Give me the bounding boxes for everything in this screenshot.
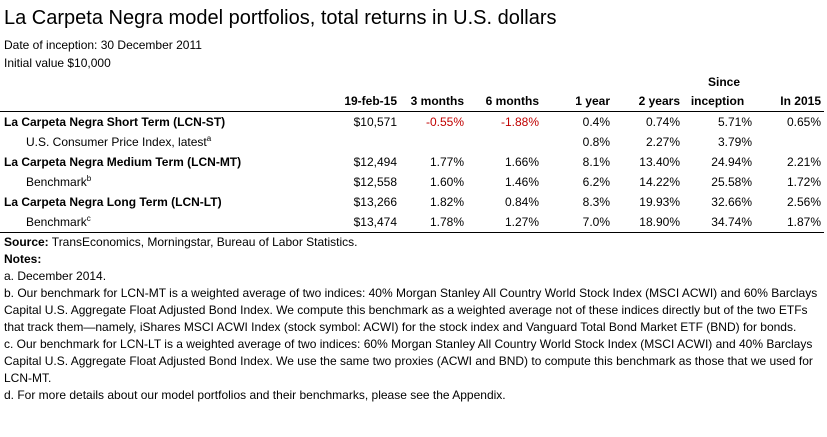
column-header: In 2015	[755, 91, 824, 112]
table-cell: 8.1%	[582, 155, 610, 169]
notes-heading: Notes:	[4, 251, 822, 268]
table-cell	[400, 132, 467, 152]
table-cell: $12,558	[353, 175, 397, 189]
table-cell: 13.40%	[639, 155, 680, 169]
table-cell: -1.88%	[500, 115, 539, 129]
notes-section: Source: TransEconomics, Morningstar, Bur…	[4, 234, 822, 404]
table-row: La Carpeta Negra Medium Term (LCN-MT) $12…	[0, 152, 824, 172]
table-cell: 1.78%	[400, 212, 467, 233]
footnote-marker: a	[206, 134, 212, 143]
table-cell: 0.4%	[582, 115, 610, 129]
row-name: Benchmark	[26, 175, 87, 189]
table-cell	[467, 132, 542, 152]
source-line: Source: TransEconomics, Morningstar, Bur…	[4, 234, 822, 251]
row-name: La Carpeta Negra Short Term (LCN-ST)	[4, 115, 226, 129]
row-label: La Carpeta Negra Medium Term (LCN-MT)	[0, 152, 284, 172]
footnote-marker: b	[86, 174, 92, 183]
row-label: Benchmarkb	[0, 172, 284, 192]
table-cell	[284, 132, 400, 152]
returns-table: 19-feb-15 3 months 6 months 1 year 2 yea…	[0, 91, 824, 233]
column-header: 1 year	[542, 91, 613, 112]
table-cell: 34.74%	[683, 212, 755, 233]
table-cell: 1.27%	[467, 212, 542, 233]
note-a: a. December 2014.	[4, 269, 107, 283]
row-name: U.S. Consumer Price Index, latest	[26, 135, 207, 149]
table-cell: 8.3%	[582, 195, 610, 209]
column-header: 3 months	[400, 91, 467, 112]
table-cell: 32.66%	[711, 195, 752, 209]
table-row: U.S. Consumer Price Index, latesta 0.8% 2.…	[0, 132, 824, 152]
table-cell: 24.94%	[711, 155, 752, 169]
table-cell: 0.65%	[786, 115, 821, 129]
table-row: Benchmarkb $12,558 1.60% 1.46% 6.2% 14.22% 25.…	[0, 172, 824, 192]
table-cell: 0.74%	[645, 115, 680, 129]
since-header-top: Since	[707, 75, 740, 89]
table-cell: 7.0%	[542, 212, 613, 233]
table-cell: 2.56%	[786, 195, 821, 209]
table-cell: 1.60%	[429, 175, 464, 189]
note-b: b. Our benchmark for LCN-MT is a weighte…	[4, 286, 818, 334]
table-cell: 1.77%	[429, 155, 464, 169]
table-cell: 18.90%	[613, 212, 683, 233]
row-name: Benchmark	[26, 215, 87, 229]
column-header: inception	[683, 91, 755, 112]
table-cell: 1.87%	[755, 212, 824, 233]
table-cell: 1.82%	[429, 195, 464, 209]
header-row: 19-feb-15 3 months 6 months 1 year 2 yea…	[0, 91, 824, 112]
table-row: La Carpeta Negra Long Term (LCN-LT) $13,2…	[0, 192, 824, 212]
table-row: La Carpeta Negra Short Term (LCN-ST) $10,…	[0, 112, 824, 133]
table-cell: 5.71%	[717, 115, 752, 129]
note-c: c. Our benchmark for LCN-LT is a weighte…	[4, 337, 813, 385]
table-cell: -0.55%	[425, 115, 464, 129]
row-label: La Carpeta Negra Long Term (LCN-LT)	[0, 192, 284, 212]
table-cell: 2.21%	[786, 155, 821, 169]
table-cell: 0.84%	[504, 195, 539, 209]
table-cell: 25.58%	[711, 175, 752, 189]
table-cell: $13,474	[284, 212, 400, 233]
table-cell: 1.66%	[504, 155, 539, 169]
table-cell: 1.72%	[786, 175, 821, 189]
table-cell: $12,494	[353, 155, 397, 169]
row-label: Benchmarkc	[0, 212, 284, 233]
table-cell: 2.27%	[645, 135, 680, 149]
footnote-marker: c	[86, 214, 91, 223]
source-text: TransEconomics, Morningstar, Bureau of L…	[48, 235, 358, 249]
initial-value: Initial value $10,000	[4, 56, 111, 70]
table-cell: 0.8%	[582, 135, 610, 149]
row-name: La Carpeta Negra Long Term (LCN-LT)	[4, 195, 222, 209]
column-header: 6 months	[467, 91, 542, 112]
row-label: U.S. Consumer Price Index, latesta	[0, 132, 284, 152]
row-label: La Carpeta Negra Short Term (LCN-ST)	[0, 112, 284, 133]
page-title: La Carpeta Negra model portfolios, total…	[4, 7, 557, 29]
table-cell: $13,266	[353, 195, 397, 209]
name-column-header	[0, 91, 284, 112]
table-cell: 14.22%	[639, 175, 680, 189]
inception-date: Date of inception: 30 December 2011	[4, 38, 202, 52]
table-cell: 1.46%	[504, 175, 539, 189]
table-row: Benchmarkc $13,474 1.78% 1.27% 7.0% 18.90% 34.…	[0, 212, 824, 233]
notes-label: Notes:	[4, 252, 42, 266]
table-cell: 6.2%	[582, 175, 610, 189]
table-cell: $10,571	[353, 115, 397, 129]
note-d: d. For more details about our model port…	[4, 388, 506, 402]
table-cell	[755, 132, 824, 152]
source-label: Source:	[4, 235, 49, 249]
column-header: 19-feb-15	[284, 91, 400, 112]
table-cell: 3.79%	[717, 135, 752, 149]
column-header: 2 years	[613, 91, 683, 112]
row-name: La Carpeta Negra Medium Term (LCN-MT)	[4, 155, 242, 169]
table-cell: 19.93%	[639, 195, 680, 209]
